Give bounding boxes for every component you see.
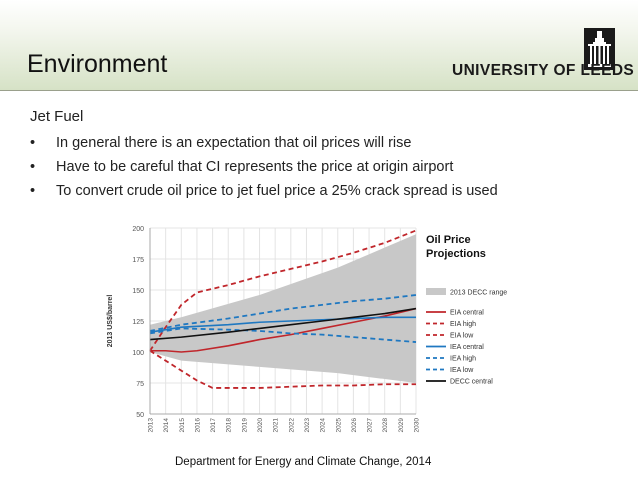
legend-label: IEA high — [450, 356, 476, 363]
series-line-eia-low — [149, 349, 416, 389]
y-tick-label: 175 — [132, 257, 144, 264]
legend-label: DECC central — [450, 379, 493, 386]
x-tick-label: 2026 — [351, 418, 358, 433]
y-tick-label: 150 — [132, 288, 144, 295]
bullet-symbol: • — [30, 183, 36, 199]
x-tick-label: 2017 — [210, 418, 217, 433]
x-tick-label: 2019 — [241, 418, 248, 433]
legend-label: IEA low — [450, 367, 474, 374]
bullet-list: • In general there is an expectation that… — [30, 131, 498, 203]
slide-title: Environment — [27, 50, 168, 78]
x-tick-label: 2030 — [414, 418, 421, 433]
x-tick-label: 2029 — [398, 418, 405, 433]
x-tick-label: 2014 — [163, 418, 170, 433]
y-tick-label: 125 — [132, 319, 144, 326]
y-tick-label: 200 — [132, 226, 144, 233]
x-tick-label: 2024 — [320, 418, 327, 433]
chart-legend: 2013 DECC range EIA central EIA high EIA lo… — [426, 288, 507, 386]
x-tick-label: 2016 — [194, 418, 201, 433]
x-tick-label: 2015 — [179, 418, 186, 433]
y-tick-label: 75 — [136, 381, 144, 388]
x-tick-label: 2020 — [257, 418, 264, 433]
chart-note-line: Oil Price — [426, 234, 471, 246]
source-citation: Department for Energy and Climate Change… — [175, 456, 432, 468]
slide-header: Environment UNIVERSITY OF LEEDS — [0, 0, 638, 90]
chart-note-line: Projections — [426, 248, 486, 260]
bullet-item: • To convert crude oil price to jet fuel … — [30, 179, 498, 203]
y-tick-label: 50 — [136, 412, 144, 419]
legend-label: 2013 DECC range — [450, 290, 507, 297]
legend-swatch — [426, 288, 446, 295]
y-axis-label: 2013 US$/barrel — [107, 295, 114, 348]
x-tick-label: 2022 — [288, 418, 295, 433]
y-tick-label: 100 — [132, 350, 144, 357]
legend-label: EIA high — [450, 321, 476, 328]
x-tick-label: 2018 — [226, 418, 233, 433]
decc-range-band — [150, 234, 416, 383]
x-tick-label: 2028 — [382, 418, 389, 433]
bullet-symbol: • — [30, 135, 36, 151]
header-divider — [0, 90, 638, 91]
university-logo-text: UNIVERSITY OF LEEDS — [452, 62, 635, 79]
x-tick-label: 2027 — [367, 418, 374, 433]
x-tick-label: 2023 — [304, 418, 311, 433]
series-line-eia-high — [149, 229, 417, 352]
bullet-item: • Have to be careful that CI represents t… — [30, 155, 498, 179]
x-tick-label: 2025 — [335, 418, 342, 433]
series-line-decc-central — [149, 307, 417, 341]
x-tick-label: 2021 — [273, 418, 280, 433]
university-building-icon — [584, 28, 615, 70]
legend-label: EIA central — [450, 310, 484, 317]
bullet-item: • In general there is an expectation that… — [30, 131, 498, 155]
series-line-eia-central — [150, 307, 417, 353]
chart-note: Oil Price Projections — [426, 233, 516, 261]
bullet-text: In general there is an expectation that … — [56, 135, 412, 151]
oil-price-chart: 50 75 100 125 150 175 200 2013 2014 2015 2016 2017 2… — [107, 226, 421, 433]
series-line-iea-central — [149, 316, 416, 333]
x-tick-label: 2013 — [148, 418, 155, 433]
legend-label: IEA central — [450, 344, 484, 351]
legend-label: EIA low — [450, 333, 474, 340]
series-line-iea-low — [149, 327, 417, 343]
bullet-text: To convert crude oil price to jet fuel p… — [56, 183, 498, 199]
section-subtitle: Jet Fuel — [30, 108, 84, 125]
bullet-text: Have to be careful that CI represents th… — [56, 159, 454, 175]
bullet-symbol: • — [30, 159, 36, 175]
